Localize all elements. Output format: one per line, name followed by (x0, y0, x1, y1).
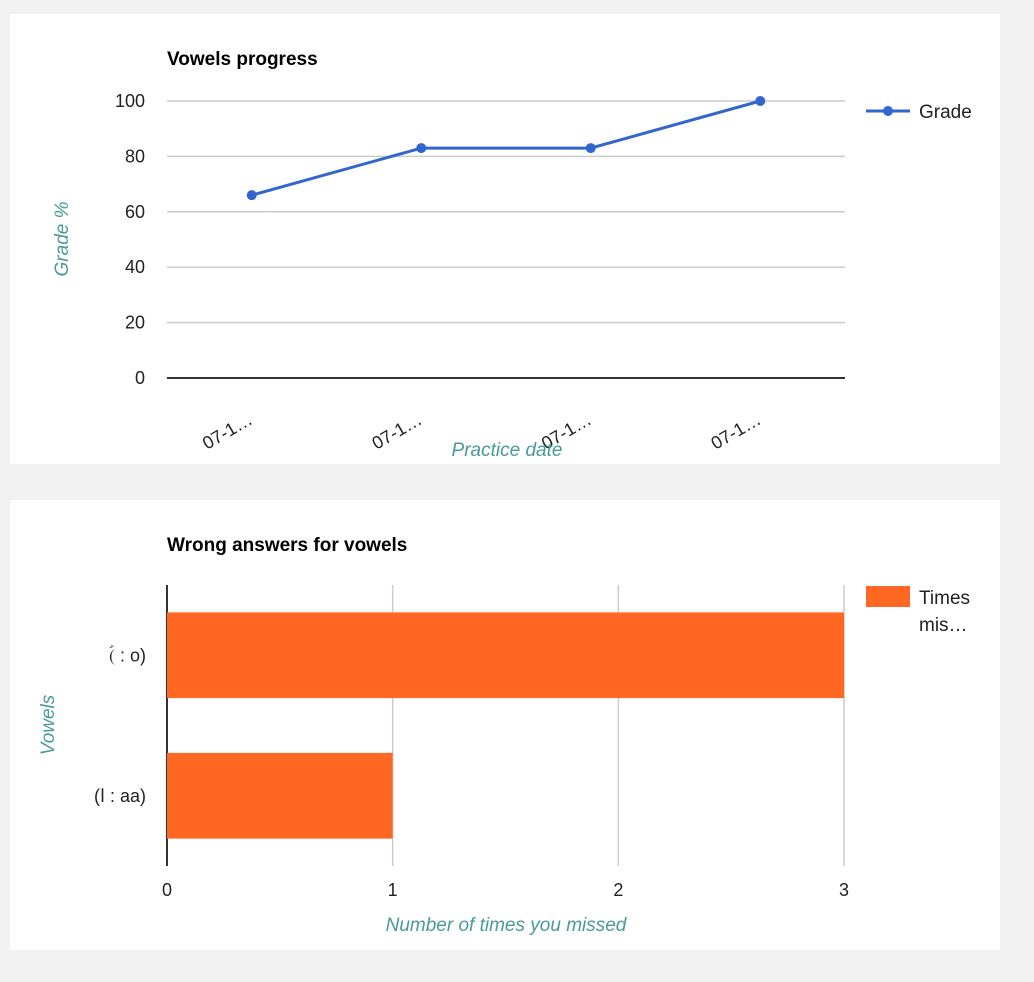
bar (167, 612, 844, 699)
y-tick-label: 0 (135, 368, 145, 388)
y-tick-label: 40 (125, 257, 145, 277)
y-category-label: (ا : aa) (94, 786, 146, 806)
bar-chart-panel: Wrong answers for vowels 0 1 2 3 (ؑ : o) (ا … (10, 500, 1000, 950)
data-point (755, 96, 766, 106)
legend-label-line-1: Times (919, 588, 970, 609)
legend: Times mis… (866, 586, 970, 636)
y-axis-title: Vowels (38, 694, 59, 755)
data-point (416, 143, 427, 154)
y-axis-title: Grade % (52, 201, 73, 276)
data-point (585, 143, 596, 154)
y-tick-label: 100 (115, 91, 145, 111)
y-tick-label: 20 (125, 313, 145, 333)
bar-chart: Wrong answers for vowels 0 1 2 3 (ؑ : o) (ا … (38, 535, 970, 936)
legend-label: Grade (919, 102, 972, 123)
x-axis-title: Number of times you missed (386, 915, 628, 936)
line-chart: Vowels progress 0 20 40 60 80 100 07-1… 07-1… 0… (52, 49, 972, 461)
y-tick-label: 60 (125, 202, 145, 222)
y-category-label: (ؑ : o) (109, 644, 146, 665)
series-line (251, 99, 761, 197)
data-point (246, 190, 257, 201)
chart-title: Vowels progress (167, 49, 318, 70)
x-tick-label: 1 (388, 880, 398, 900)
x-tick-label: 07-1… (368, 409, 425, 453)
x-tick-label: 07-1… (199, 409, 256, 453)
y-tick-label: 80 (125, 146, 145, 166)
x-tick-label: 2 (613, 880, 623, 900)
line-chart-panel: Vowels progress 0 20 40 60 80 100 07-1… 07-1… 0… (10, 14, 1000, 464)
legend-label-line-2: mis… (919, 615, 968, 636)
x-tick-label: 3 (839, 880, 849, 900)
legend: Grade (866, 102, 972, 123)
bar (167, 752, 393, 839)
legend-swatch (866, 586, 910, 607)
x-tick-label: 0 (162, 880, 172, 900)
x-tick-label: 07-1… (707, 409, 764, 453)
legend-marker (883, 106, 893, 116)
x-axis-title: Practice date (452, 440, 563, 461)
chart-title: Wrong answers for vowels (167, 535, 407, 556)
